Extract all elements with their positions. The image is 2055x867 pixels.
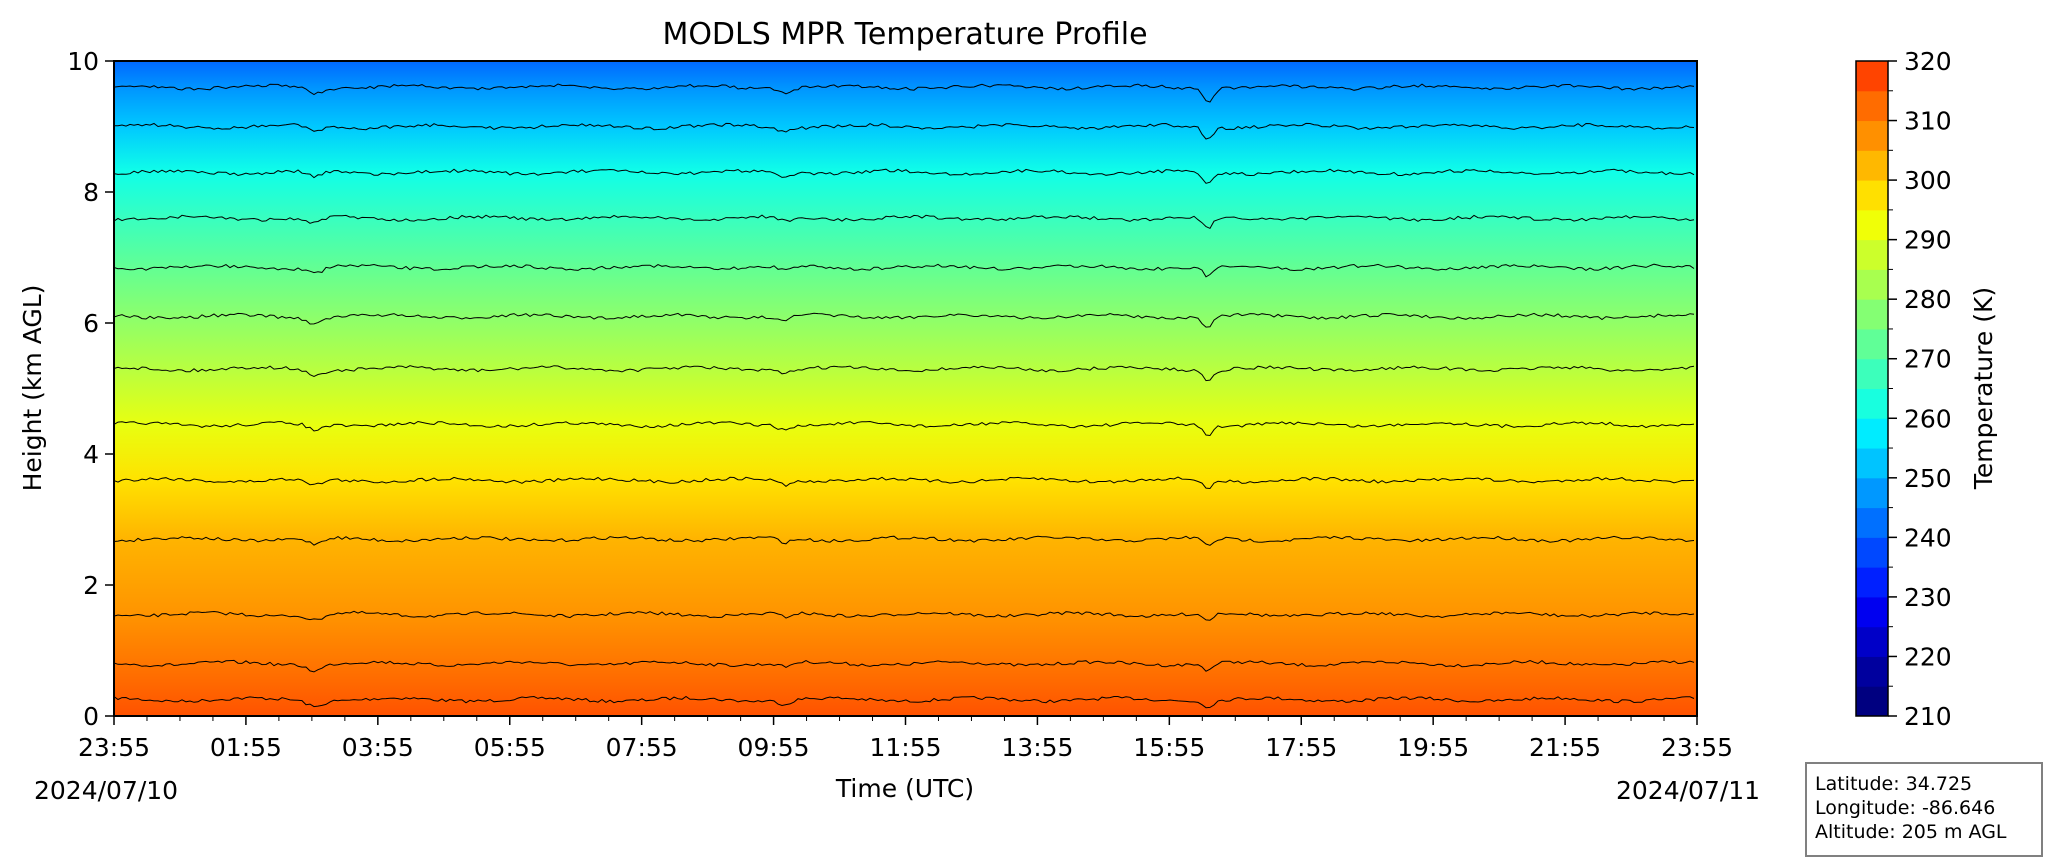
- x-axis-label: Time (UTC): [835, 774, 974, 803]
- colorbar-band: [1856, 120, 1888, 151]
- colorbar-band: [1856, 507, 1888, 538]
- contour-line-265: [114, 312, 1695, 328]
- altitude-text: Altitude: 205 m AGL: [1815, 821, 2007, 843]
- colorbar-band: [1856, 209, 1888, 241]
- latitude-text: Latitude: 34.725: [1815, 773, 1973, 795]
- colorbar-tick-label: 210: [1904, 702, 1952, 731]
- colorbar-band: [1856, 567, 1888, 598]
- x-tick-label: 15:55: [1133, 733, 1205, 762]
- colorbar-tick-label: 240: [1904, 523, 1952, 552]
- contour-line-295: [114, 659, 1695, 673]
- colorbar-tick-label: 280: [1904, 285, 1952, 314]
- y-tick-label: 10: [67, 47, 99, 76]
- colorbar-tick-label: 260: [1904, 404, 1952, 433]
- y-tick-label: 2: [83, 571, 99, 600]
- x-tick-label: 21:55: [1529, 733, 1601, 762]
- colorbar-band: [1856, 388, 1888, 419]
- colorbar: 210 220 230 240 250 260 270 280 290 300 310 320: [1855, 47, 1952, 731]
- contour-line-270: [114, 365, 1695, 382]
- plot-axes: 23:55 01:55 03:55 05:55 07:55 09:55 11:55 13:55…: [67, 47, 1733, 762]
- x-tick-label: 03:55: [342, 733, 414, 762]
- colorbar-band: [1856, 596, 1888, 628]
- x-tick-label: 23:55: [1661, 733, 1733, 762]
- x-tick-label: 13:55: [1001, 733, 1073, 762]
- start-date-label: 2024/07/10: [34, 776, 178, 805]
- longitude-text: Longitude: -86.646: [1815, 797, 1996, 819]
- x-tick-label: 07:55: [606, 733, 678, 762]
- colorbar-band: [1856, 448, 1888, 479]
- contour-line-280: [114, 476, 1695, 490]
- contour-lines: [114, 83, 1695, 709]
- contour-line-240: [114, 83, 1695, 103]
- colorbar-band: [1856, 61, 1888, 92]
- colorbar-tick-label: 270: [1904, 345, 1952, 374]
- contour-line-245: [114, 122, 1695, 140]
- chart-title: MODLS MPR Temperature Profile: [662, 17, 1147, 52]
- location-info-box: Latitude: 34.725 Longitude: -86.646 Alti…: [1805, 762, 2043, 857]
- colorbar-tick-label: 320: [1904, 47, 1952, 76]
- colorbar-band: [1856, 150, 1888, 181]
- colorbar-band: [1856, 269, 1888, 300]
- contour-line-260: [114, 263, 1695, 278]
- y-tick-label: 6: [83, 309, 99, 338]
- colorbar-band: [1856, 299, 1888, 330]
- temperature-field: [114, 61, 1697, 716]
- colorbar-band: [1856, 90, 1888, 122]
- x-tick-label: 05:55: [474, 733, 546, 762]
- x-tick-label: 09:55: [738, 733, 810, 762]
- colorbar-tick-label: 290: [1904, 226, 1952, 255]
- contour-line-285: [114, 535, 1695, 546]
- colorbar-tick-label: 250: [1904, 464, 1952, 493]
- contour-field: [114, 61, 1697, 716]
- contour-line-275: [114, 420, 1695, 437]
- colorbar-band: [1856, 686, 1888, 717]
- contour-line-300: [114, 695, 1695, 709]
- colorbar-tick-label: 310: [1904, 107, 1952, 136]
- x-tick-label: 01:55: [210, 733, 282, 762]
- colorbar-band: [1856, 180, 1888, 211]
- x-tick-label: 19:55: [1397, 733, 1469, 762]
- colorbar-band: [1856, 626, 1888, 657]
- contour-line-250: [114, 168, 1695, 184]
- colorbar-band: [1856, 418, 1888, 449]
- contour-line-290: [114, 610, 1695, 621]
- x-tick-label: 23:55: [78, 733, 150, 762]
- colorbar-label: Temperature (K): [1969, 287, 1998, 490]
- colorbar-band: [1856, 328, 1888, 360]
- y-axis-label: Height (km AGL): [18, 285, 47, 492]
- y-tick-label: 8: [83, 178, 99, 207]
- y-tick-label: 4: [83, 440, 99, 469]
- colorbar-band: [1856, 656, 1888, 687]
- colorbar-band: [1856, 537, 1888, 568]
- y-tick-label: 0: [83, 702, 99, 731]
- colorbar-tick-label: 300: [1904, 166, 1952, 195]
- end-date-label: 2024/07/11: [1616, 776, 1760, 805]
- contour-line-255: [114, 214, 1695, 230]
- colorbar-band: [1856, 358, 1888, 389]
- x-tick-label: 11:55: [869, 733, 941, 762]
- colorbar-band: [1856, 239, 1888, 270]
- colorbar-band: [1856, 477, 1888, 509]
- colorbar-tick-label: 230: [1904, 583, 1952, 612]
- colorbar-tick-label: 220: [1904, 642, 1952, 671]
- x-tick-label: 17:55: [1265, 733, 1337, 762]
